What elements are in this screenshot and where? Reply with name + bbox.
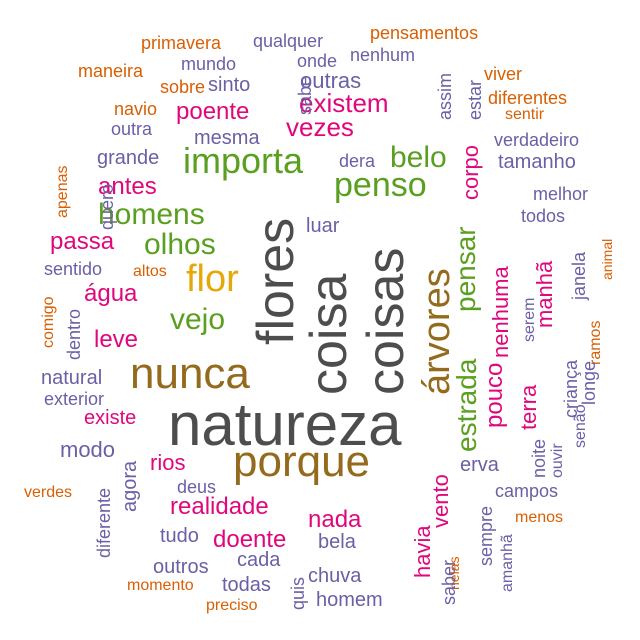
word: antes (98, 173, 157, 200)
word: luar (306, 215, 340, 237)
word: amanhã (499, 534, 516, 592)
word: assim (435, 72, 455, 120)
word: pensamentos (370, 23, 479, 43)
word: dentro (64, 308, 84, 360)
word: nada (308, 506, 362, 533)
word: porque (233, 437, 371, 486)
word: estrada (451, 358, 482, 452)
word: outras (300, 68, 362, 93)
word: deus (177, 477, 217, 497)
word: nenhum (350, 45, 416, 65)
word: sinto (208, 74, 251, 96)
word: outros (153, 556, 209, 578)
word: erva (460, 454, 499, 476)
word: diferentes (488, 88, 568, 108)
word: nunca (130, 349, 250, 398)
word: longe (579, 360, 599, 405)
word: comigo (40, 296, 57, 348)
word: onde (297, 51, 338, 71)
word: verdes (24, 484, 73, 501)
word: sobre (160, 77, 206, 97)
word: tudo (160, 525, 199, 547)
word: viver (484, 64, 523, 84)
word: quero (97, 183, 117, 230)
word: vejo (170, 303, 226, 336)
word: existe (84, 407, 137, 429)
word: ouvir (549, 443, 566, 478)
word: altos (133, 263, 167, 280)
word: preciso (206, 597, 258, 614)
word: animal (599, 238, 615, 280)
word: bela (318, 531, 356, 553)
word: importa (183, 140, 304, 181)
word: grande (97, 147, 160, 169)
word: penso (334, 166, 427, 204)
word: campos (495, 481, 559, 501)
word: leve (94, 326, 139, 353)
word: outra (111, 119, 153, 139)
word: janela (569, 251, 589, 300)
word: tamanho (498, 151, 576, 173)
word: vento (428, 474, 453, 528)
word: senão (572, 404, 589, 448)
word: menos (515, 509, 564, 526)
word: momento (127, 577, 194, 594)
word: primavera (141, 33, 222, 53)
word: havia (410, 525, 435, 578)
word: maneira (78, 61, 144, 81)
word: navio (114, 99, 158, 119)
word: agora (119, 460, 141, 512)
word: diferente (94, 487, 114, 558)
word: poente (176, 98, 250, 125)
word: sempre (476, 505, 496, 566)
word: todas (222, 574, 271, 596)
word: qualquer (253, 31, 324, 51)
word: dera (339, 151, 376, 171)
word: pouco (481, 362, 508, 428)
word: olhos (144, 228, 216, 261)
word: pensar (450, 226, 481, 312)
word: flores (247, 217, 305, 345)
word: belo (390, 141, 447, 174)
word: nenhuma (488, 266, 513, 358)
word: realidade (170, 493, 269, 520)
word: natureza (168, 391, 402, 458)
word: rios (150, 450, 186, 475)
word: corpo (458, 144, 483, 200)
word: vezes (286, 112, 354, 142)
word: homens (98, 198, 205, 231)
word: mundo (181, 54, 237, 74)
word: coisa (300, 273, 358, 395)
word: doente (213, 526, 287, 553)
word: saber (439, 559, 459, 605)
word: homem (316, 589, 383, 611)
word: água (84, 280, 138, 307)
word: flor (186, 258, 239, 300)
word: noite (529, 438, 549, 478)
word: chuva (308, 565, 362, 587)
word: estar (465, 79, 485, 120)
word: terra (516, 384, 541, 430)
word: quis (288, 576, 308, 610)
word: verdadeiro (494, 130, 580, 150)
word: exterior (44, 389, 105, 409)
word: todos (521, 206, 566, 226)
word: natural (41, 367, 103, 389)
word: modo (60, 437, 116, 462)
word: mesma (194, 127, 260, 149)
word: ramos (587, 320, 604, 365)
word: existem (299, 88, 389, 118)
word: sentido (44, 259, 103, 279)
word: sentir (505, 106, 545, 123)
word: cada (237, 549, 281, 571)
word: coisas (357, 247, 415, 395)
word: passa (50, 228, 115, 255)
word: melhor (533, 184, 589, 204)
word: apenas (54, 165, 71, 219)
word: serem (521, 297, 538, 342)
